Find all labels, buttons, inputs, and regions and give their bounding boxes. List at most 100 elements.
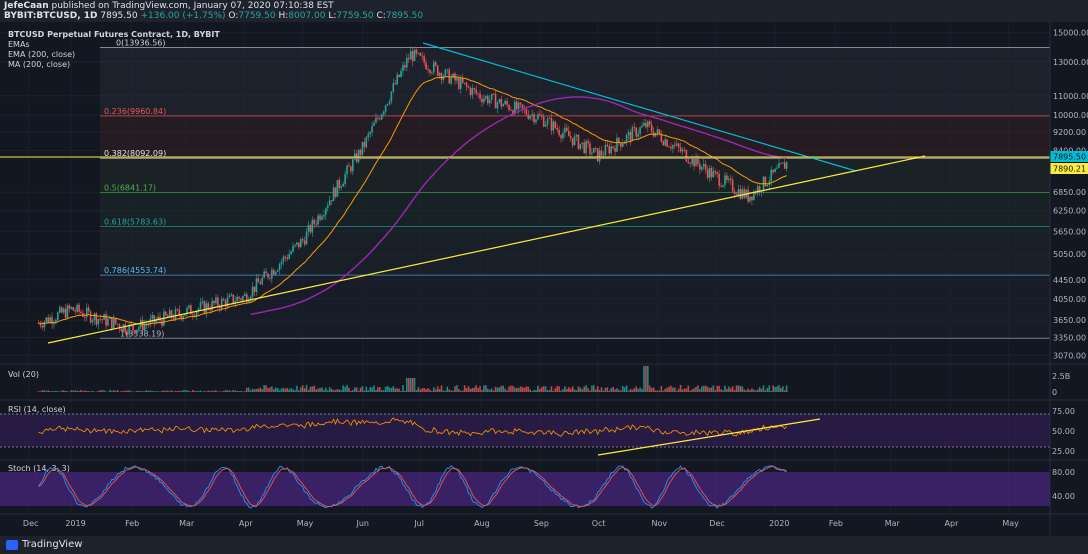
volume-bar — [45, 390, 48, 392]
volume-bar — [754, 390, 757, 392]
candle-body — [500, 99, 503, 107]
volume-bar — [664, 388, 666, 392]
time-tick: May — [1002, 519, 1019, 528]
candle-body — [228, 295, 231, 298]
candle-body — [274, 271, 277, 275]
volume-bar — [512, 385, 514, 392]
candle-body — [525, 109, 528, 115]
ascending-trendline[interactable] — [47, 155, 926, 344]
candle-body — [89, 311, 92, 323]
candle-body — [467, 86, 470, 88]
candle-body — [328, 200, 331, 206]
volume-bar — [737, 385, 740, 392]
candle-body — [226, 297, 229, 307]
volume-bar — [195, 391, 198, 392]
candle-body — [488, 99, 491, 104]
rsi-label[interactable]: RSI (14, close) — [8, 405, 66, 414]
candle-body — [305, 231, 308, 245]
candle-body — [292, 245, 294, 252]
volume-bar — [641, 388, 643, 392]
candle-body — [257, 278, 260, 283]
volume-bar — [192, 389, 194, 392]
volume-bar — [371, 387, 373, 392]
candle-body — [668, 146, 670, 148]
candle-body — [724, 175, 726, 186]
candle-body — [712, 171, 715, 178]
volume-bar — [504, 388, 506, 392]
volume-bar — [207, 390, 210, 392]
fib-retracement[interactable]: 0(13936.56) 0.236(9960.84) 0.382(8092.09) 0… — [100, 39, 1050, 339]
volume-bar — [398, 388, 400, 392]
candle-body — [677, 143, 680, 148]
volume-bar — [558, 386, 560, 392]
candle-body — [616, 137, 618, 152]
rsi-trendline[interactable] — [597, 418, 821, 456]
legend-ma200[interactable]: MA (200, close) — [8, 60, 70, 69]
volume-bar — [533, 390, 535, 392]
descending-trendline[interactable] — [422, 42, 857, 172]
time-axis[interactable]: Dec 2019 Feb Mar Apr May Jun Jul Aug Sep Oct Nov Dec… — [23, 519, 1019, 528]
volume-bar — [124, 390, 127, 392]
candle-body — [373, 122, 375, 126]
legend-ema200[interactable]: EMA (200, close) — [8, 50, 75, 59]
candle-body — [785, 162, 788, 169]
candle-body — [463, 82, 466, 84]
volume-bar — [729, 388, 732, 392]
volume-bar — [701, 386, 703, 392]
volume-bar — [172, 391, 175, 392]
volume-bar — [648, 385, 651, 392]
candle-body — [510, 109, 512, 111]
volume-bar — [278, 390, 281, 392]
candle-body — [760, 190, 763, 193]
volume-bar — [702, 385, 705, 392]
volume-bar — [326, 390, 329, 392]
candle-body — [138, 327, 140, 330]
candle-body — [486, 96, 489, 104]
candle-body — [780, 163, 782, 165]
volume-bar — [305, 385, 308, 392]
volume-bar — [128, 390, 130, 392]
candle-body — [625, 135, 628, 142]
volume-bar — [91, 390, 94, 392]
candle-body — [288, 254, 291, 259]
candle-body — [388, 101, 391, 104]
volume-bar — [168, 391, 171, 392]
candle-body — [404, 65, 406, 68]
legend-emas[interactable]: EMAs — [8, 40, 30, 49]
candle-body — [263, 271, 265, 278]
candle-body — [446, 69, 449, 71]
candle-body — [284, 256, 287, 258]
candle-body — [338, 179, 341, 188]
volume-bar — [380, 390, 383, 392]
volume-bar — [197, 391, 200, 392]
volume-bar — [458, 389, 460, 392]
candle-body — [134, 330, 136, 334]
volume-bar — [529, 389, 532, 392]
candle-body — [548, 118, 551, 120]
price-axis[interactable]: 15000.0013000.0011000.0010000.009200.008… — [1053, 29, 1088, 361]
volume-bar — [390, 388, 393, 392]
stoch-axis-80: 80.00 — [1052, 468, 1075, 477]
rsi-axis-25: 25.00 — [1052, 447, 1075, 456]
publisher[interactable]: JefeCaan — [4, 1, 49, 11]
candle-body — [675, 143, 678, 146]
vol-label[interactable]: Vol (20) — [8, 370, 39, 379]
candle-body — [429, 69, 431, 73]
volume-bar — [656, 390, 659, 392]
candle-body — [64, 308, 67, 318]
candle-body — [728, 178, 730, 181]
candle-body — [321, 216, 323, 220]
candle-body — [593, 148, 595, 153]
stoch-label[interactable]: Stoch (14, 3, 3) — [8, 464, 70, 473]
volume-bar — [361, 386, 364, 392]
volume-bar — [409, 378, 412, 392]
candle-body — [726, 175, 728, 181]
candle-body — [359, 149, 362, 155]
candle-body — [269, 277, 271, 279]
volume-bar — [259, 387, 262, 392]
candle-body — [741, 189, 744, 199]
candle-body — [434, 62, 437, 66]
footer-brand[interactable]: TradingView — [22, 539, 83, 550]
volume-bar — [618, 389, 620, 392]
